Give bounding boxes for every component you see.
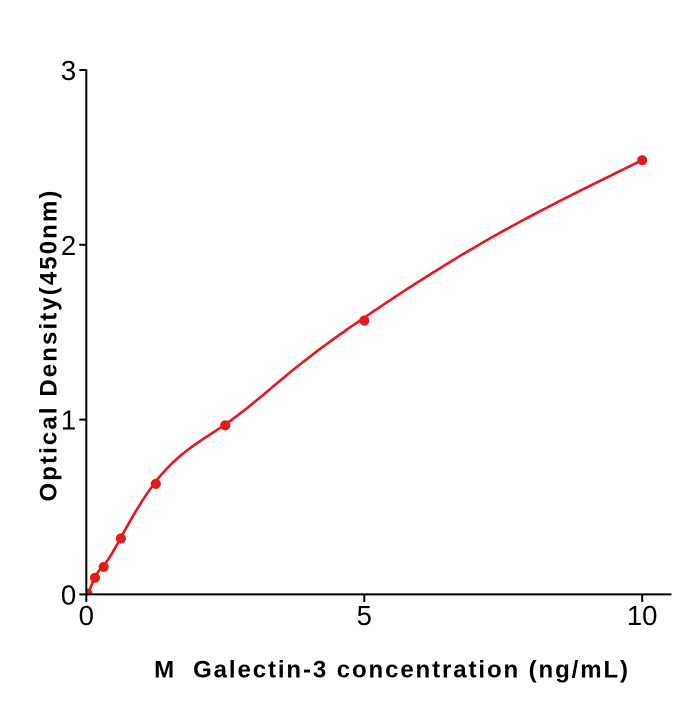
svg-text:Optical Density(450nm): Optical Density(450nm)	[36, 189, 63, 502]
svg-text:1: 1	[61, 405, 76, 436]
svg-text:0: 0	[61, 579, 76, 610]
svg-text:10: 10	[627, 600, 658, 631]
svg-text:M Galectin-3 concentration (n: M Galectin-3 concentration (ng/mL)	[154, 657, 630, 684]
svg-text:0: 0	[79, 600, 94, 631]
svg-text:3: 3	[61, 55, 76, 86]
svg-text:5: 5	[357, 600, 372, 631]
svg-text:2: 2	[61, 230, 76, 261]
